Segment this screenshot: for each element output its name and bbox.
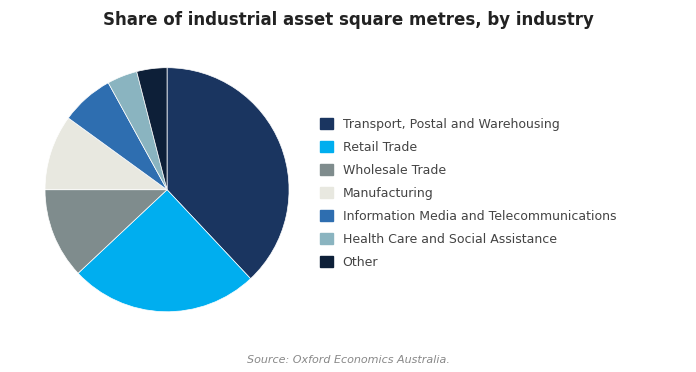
Text: Share of industrial asset square metres, by industry: Share of industrial asset square metres,…	[102, 11, 594, 29]
Wedge shape	[68, 83, 167, 190]
Wedge shape	[45, 118, 167, 190]
Wedge shape	[78, 190, 251, 312]
Wedge shape	[109, 71, 167, 190]
Text: Source: Oxford Economics Australia.: Source: Oxford Economics Australia.	[246, 355, 450, 365]
Legend: Transport, Postal and Warehousing, Retail Trade, Wholesale Trade, Manufacturing,: Transport, Postal and Warehousing, Retai…	[320, 118, 616, 269]
Wedge shape	[45, 190, 167, 273]
Wedge shape	[136, 68, 167, 190]
Wedge shape	[167, 68, 289, 279]
